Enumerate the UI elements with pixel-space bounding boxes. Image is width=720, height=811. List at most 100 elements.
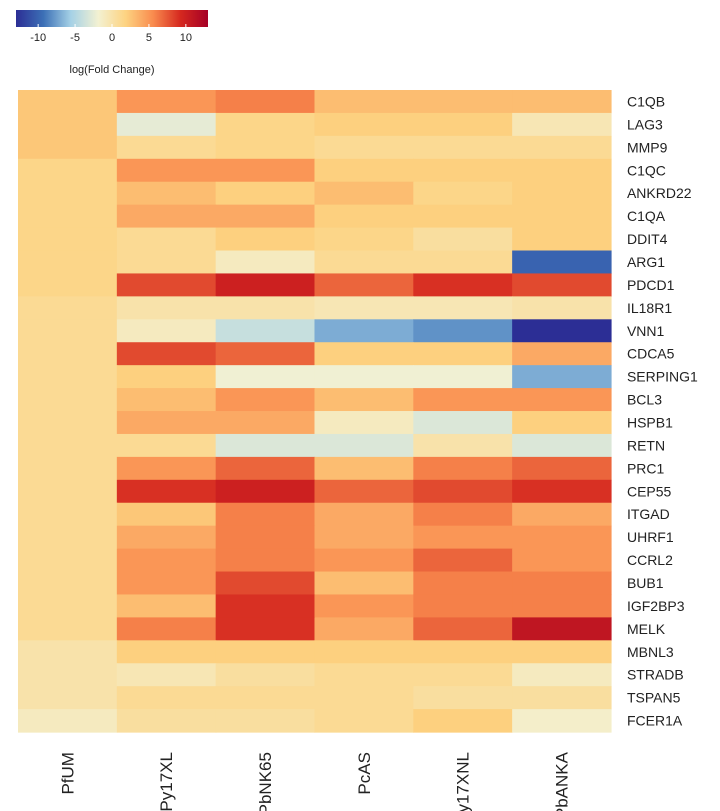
heatmap-cell-fcer1a-py17xl (116, 709, 217, 733)
heatmap-cell-ankrd22-pbanka (512, 181, 612, 206)
heatmap-cell-ccrl2-pbanka (512, 548, 612, 573)
heatmap-cell-bcl3-pbnk65 (215, 388, 316, 412)
heatmap-cell-mbnl3-pbnk65 (215, 640, 316, 664)
heatmap-cell-retn-pfum (18, 433, 118, 458)
column-label-pfum: PfUM (58, 752, 77, 795)
row-label-vnn1: VNN1 (627, 323, 665, 339)
row-label-il18r1: IL18R1 (627, 300, 672, 316)
heatmap-cell-tspan5-py17xl (116, 686, 217, 710)
heatmap-cell-bub1-pcas (314, 571, 414, 596)
heatmap-cell-bub1-py17xnl (413, 571, 513, 596)
heatmap-cell-ddit4-py17xl (116, 227, 217, 252)
heatmap-cell-mmp9-pbnk65 (215, 135, 316, 160)
heatmap-cell-serping1-pbanka (512, 365, 612, 389)
heatmap-cell-prc1-pcas (314, 456, 414, 481)
heatmap-cell-lag3-pbnk65 (215, 112, 316, 137)
heatmap-cell-mbnl3-pbanka (512, 640, 612, 664)
heatmap-cell-cep55-pcas (314, 479, 414, 504)
heatmap-cell-lag3-py17xl (116, 112, 217, 137)
heatmap-cell-stradb-pbanka (512, 663, 612, 687)
heatmap-cell-mmp9-pbanka (512, 135, 612, 160)
heatmap-cell-mbnl3-py17xl (116, 640, 217, 664)
row-labels: C1QB LAG3 MMP9 C1QC ANKRD22 C1QA DDIT4 ARG1 PDCD… (627, 93, 698, 728)
heatmap-cell-arg1-py17xl (116, 250, 217, 275)
heatmap-cell-ankrd22-pbnk65 (215, 181, 316, 206)
heatmap-cell-il18r1-pbnk65 (215, 296, 316, 320)
heatmap-cell-pdcd1-pbnk65 (215, 273, 316, 297)
legend-tick-label: 5 (146, 32, 152, 44)
heatmap-cell-il18r1-py17xnl (413, 296, 513, 320)
heatmap-cell-arg1-py17xnl (413, 250, 513, 275)
heatmap-cell-igf2bp3-pbnk65 (215, 594, 316, 618)
heatmap-cell-tspan5-pfum (18, 686, 118, 710)
heatmap-cell-itgad-py17xl (116, 502, 217, 527)
heatmap-cell-uhrf1-pbnk65 (215, 525, 316, 550)
row-label-pdcd1: PDCD1 (627, 277, 675, 293)
column-label-pbanka: PbANKA (553, 751, 572, 811)
heatmap-cell-itgad-pfum (18, 502, 118, 527)
row-label-uhrf1: UHRF1 (627, 529, 674, 545)
heatmap-cell-cdca5-pfum (18, 342, 118, 366)
row-label-c1qb: C1QB (627, 93, 665, 109)
heatmap-cell-cdca5-py17xl (116, 342, 217, 366)
heatmap-cell-melk-pbanka (512, 617, 612, 641)
heatmap-cell-il18r1-py17xl (116, 296, 217, 320)
heatmap-cell-arg1-pfum (18, 250, 118, 275)
heatmap-cell-tspan5-pbanka (512, 686, 612, 710)
heatmap-cell-igf2bp3-pbanka (512, 594, 612, 618)
heatmap-cell-prc1-pfum (18, 456, 118, 481)
heatmap-cell-ddit4-pfum (18, 227, 118, 252)
legend-tick-label: 0 (109, 32, 115, 44)
column-label-py17xnl: Py17XNL (454, 752, 473, 811)
heatmap-cell-cep55-py17xl (116, 479, 217, 504)
heatmap-cell-retn-pbnk65 (215, 433, 316, 458)
legend-color-bar (16, 10, 208, 27)
heatmap-cell-ddit4-pcas (314, 227, 414, 252)
heatmap-cell-pdcd1-pbanka (512, 273, 612, 297)
heatmap-cell-lag3-pcas (314, 112, 414, 137)
heatmap-cell-hspb1-pbnk65 (215, 411, 316, 435)
heatmap-cell-vnn1-pcas (314, 319, 414, 343)
heatmap-cell-bcl3-pfum (18, 388, 118, 412)
heatmap-cell-hspb1-pcas (314, 411, 414, 435)
heatmap-cell-ccrl2-py17xl (116, 548, 217, 573)
heatmap-cell-c1qa-pfum (18, 204, 118, 229)
legend-tick-label: 10 (180, 32, 192, 44)
heatmap-cell-uhrf1-py17xl (116, 525, 217, 550)
heatmap-cell-retn-py17xnl (413, 433, 513, 458)
heatmap-cell-pdcd1-py17xl (116, 273, 217, 297)
heatmap-cell-itgad-py17xnl (413, 502, 513, 527)
heatmap-cell-cdca5-pbanka (512, 342, 612, 366)
heatmap-cell-c1qc-py17xnl (413, 158, 513, 183)
heatmap-cell-igf2bp3-py17xl (116, 594, 217, 618)
heatmap-cell-fcer1a-py17xnl (413, 709, 513, 733)
heatmap-cell-cep55-pbnk65 (215, 479, 316, 504)
heatmap-cell-stradb-pcas (314, 663, 414, 687)
heatmap-cell-tspan5-py17xnl (413, 686, 513, 710)
heatmap-cell-hspb1-pbanka (512, 411, 612, 435)
heatmap-cell-mbnl3-pcas (314, 640, 414, 664)
heatmap-cell-igf2bp3-pcas (314, 594, 414, 618)
heatmap-cell-c1qa-py17xl (116, 204, 217, 229)
heatmap-cell-cep55-py17xnl (413, 479, 513, 504)
heatmap-cell-melk-py17xnl (413, 617, 513, 641)
color-legend: -10 -5 0 5 10 log(Fold Change) (16, 10, 208, 76)
heatmap-cell-melk-pcas (314, 617, 414, 641)
heatmap-cell-hspb1-py17xnl (413, 411, 513, 435)
legend-ticks: -10 -5 0 5 10 (30, 24, 192, 44)
heatmap-cell-pdcd1-py17xnl (413, 273, 513, 297)
heatmap-cell-c1qb-py17xnl (413, 90, 513, 114)
heatmap-cell-ccrl2-pcas (314, 548, 414, 573)
heatmap-cell-igf2bp3-pfum (18, 594, 118, 618)
heatmap-cell-vnn1-pbanka (512, 319, 612, 343)
row-label-cdca5: CDCA5 (627, 346, 675, 362)
heatmap-cell-c1qb-pbanka (512, 90, 612, 114)
row-label-bub1: BUB1 (627, 575, 664, 591)
heatmap-cell-bcl3-py17xl (116, 388, 217, 412)
heatmap-cell-pdcd1-pcas (314, 273, 414, 297)
column-labels: PfUM Py17XL PbNK65 PcAS Py17XNL PbANKA (58, 751, 571, 811)
heatmap-cell-ddit4-py17xnl (413, 227, 513, 252)
heatmap-cell-serping1-py17xl (116, 365, 217, 389)
row-label-lag3: LAG3 (627, 116, 663, 132)
